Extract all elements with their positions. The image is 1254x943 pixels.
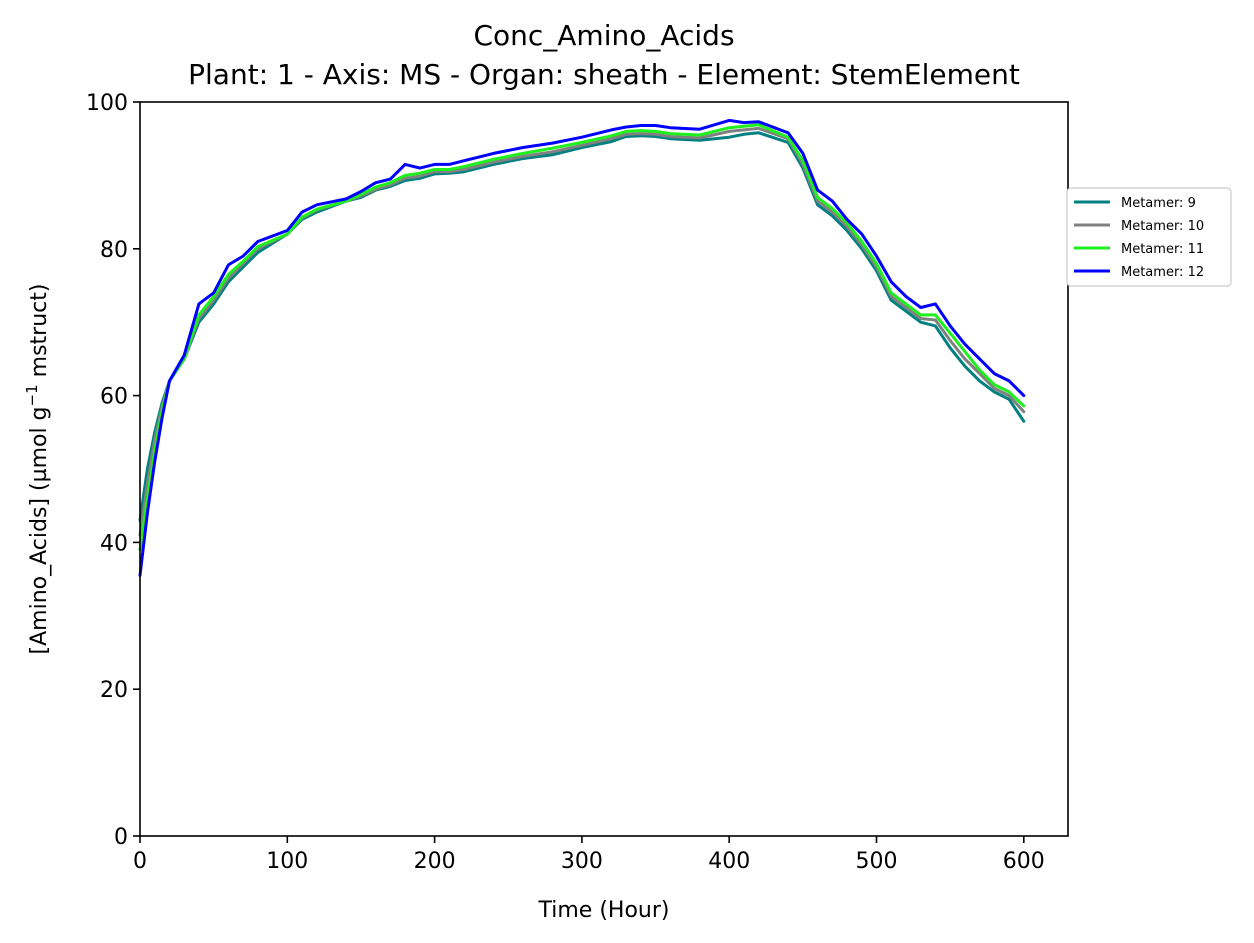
y-tick-label: 60	[100, 385, 128, 410]
legend-label-1: Metamer: 9	[1121, 196, 1196, 211]
y-axis-label-tail: mstruct)	[27, 284, 52, 385]
chart-subtitle: Plant: 1 - Axis: MS - Organ: sheath - El…	[188, 58, 1020, 91]
x-tick-label: 500	[856, 849, 898, 874]
y-axis-label: [Amino_Acids] (µmol g−1 mstruct)	[23, 284, 52, 655]
series-layer	[138, 118, 1026, 577]
series-line-4	[138, 118, 1026, 577]
y-tick-label: 0	[114, 825, 128, 850]
chart-title: Conc_Amino_Acids	[473, 19, 734, 52]
y-axis-ticks: 0 20 40 60 80 100	[86, 91, 140, 850]
y-tick-label: 20	[100, 678, 128, 703]
y-tick-label: 40	[100, 531, 128, 556]
x-tick-label: 400	[708, 849, 750, 874]
series-line-2	[138, 126, 1026, 537]
y-axis-label-main: [Amino_Acids] (µmol g	[27, 406, 52, 654]
y-tick-label: 100	[86, 91, 128, 116]
y-axis-label-sup: −1	[23, 384, 41, 406]
legend-label-4: Metamer: 12	[1121, 265, 1204, 280]
x-tick-label: 0	[133, 849, 147, 874]
x-tick-label: 300	[561, 849, 603, 874]
legend: Metamer: 9 Metamer: 10 Metamer: 11 Metamer:…	[1066, 187, 1232, 287]
legend-label-3: Metamer: 11	[1121, 242, 1204, 257]
legend-label-2: Metamer: 10	[1121, 219, 1204, 234]
y-tick-label: 80	[100, 238, 128, 263]
x-axis-label: Time (Hour)	[538, 898, 670, 923]
x-axis-ticks: 0 100 200 300 400 500 600	[133, 836, 1045, 874]
x-tick-label: 200	[414, 849, 456, 874]
x-tick-label: 600	[1003, 849, 1045, 874]
plot-area	[140, 102, 1068, 836]
legend-frame	[1066, 187, 1232, 287]
series-line-3	[138, 123, 1026, 552]
series-line-1	[138, 131, 1026, 522]
x-tick-label: 100	[266, 849, 308, 874]
plot-frame	[139, 101, 1069, 837]
